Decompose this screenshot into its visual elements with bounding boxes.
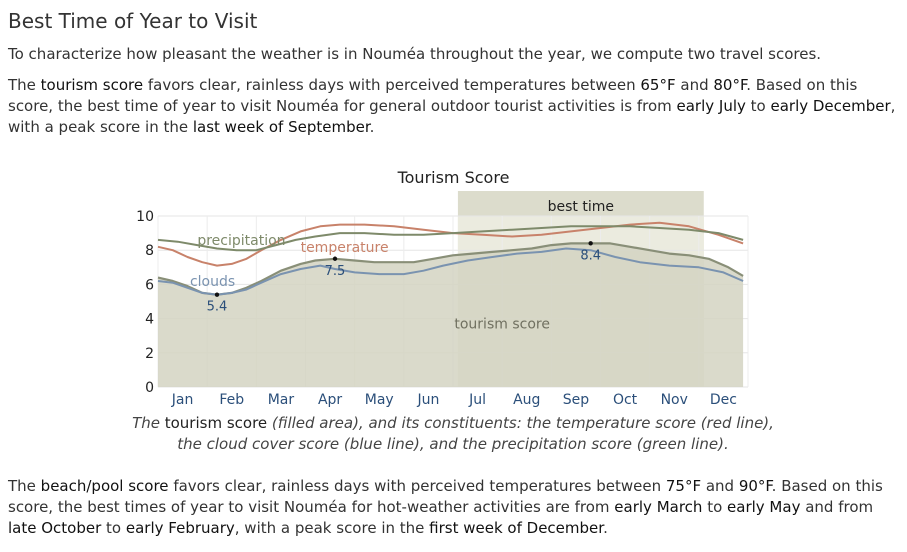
text-span: . Based on this score, the best time of … <box>8 76 858 115</box>
tourism-score-term: tourism score <box>164 414 268 432</box>
peak-marker <box>588 241 593 246</box>
tourism-paragraph: The tourism score favors clear, rainless… <box>8 75 898 138</box>
beach-paragraph: The beach/pool score favors clear, rainl… <box>8 476 898 539</box>
clouds-line <box>157 247 744 296</box>
temp-max-value: 80°F <box>713 76 747 94</box>
text-span: (filled area), and its constituents: the… <box>177 414 774 453</box>
best-end-date: early December <box>770 97 891 115</box>
series-inline-label: tourism score <box>454 317 550 333</box>
text-span: , with a peak score in the <box>8 97 896 136</box>
text-span: to <box>745 97 771 115</box>
text-span: The <box>132 414 165 432</box>
text-span: , with a peak score in the <box>234 519 430 537</box>
temp-max-value: 90°F <box>738 477 772 495</box>
y-tick-label: 2 <box>145 346 154 362</box>
series-inline-label: temperature <box>301 240 389 256</box>
x-tick-label: Jan <box>171 392 194 408</box>
intro-paragraph: To characterize how pleasant the weather… <box>8 45 822 63</box>
text-span: favors clear, rainless days with perceiv… <box>168 477 666 495</box>
y-tick-label: 6 <box>145 277 154 293</box>
peak-date: last week of September <box>192 118 370 136</box>
best-end-date-2: early February <box>125 519 235 537</box>
y-tick-label: 8 <box>145 243 154 259</box>
text-span: to <box>101 519 126 537</box>
precipitation-line <box>157 225 744 252</box>
best-start-date-2: late October <box>8 519 102 537</box>
peak-date: first week of December <box>429 519 604 537</box>
x-tick-label: May <box>365 392 394 408</box>
peak-marker <box>332 256 338 261</box>
y-tick-label: 10 <box>136 209 154 225</box>
text-span: The <box>8 477 41 495</box>
x-tick-label: Jun <box>416 392 439 408</box>
temp-min-value: 65°F <box>640 76 676 94</box>
x-tick-label: Oct <box>613 392 638 408</box>
text-span: . <box>369 118 375 136</box>
text-span: favors clear, rainless days with perceiv… <box>143 76 641 94</box>
y-tick-label: 0 <box>145 380 154 396</box>
series-inline-label: clouds <box>190 274 235 290</box>
tourism-score-term: tourism score <box>40 76 144 94</box>
x-tick-label: Aug <box>513 392 540 408</box>
best-time-label: best time <box>548 199 614 215</box>
x-tick-label: Feb <box>219 392 244 408</box>
y-tick-label: 4 <box>145 312 154 328</box>
text-span: to <box>702 498 728 516</box>
text-span: and <box>701 477 739 495</box>
text-span: and <box>675 76 714 94</box>
x-tick-label: Dec <box>710 392 737 408</box>
x-tick-label: Nov <box>661 392 688 408</box>
data-label: 7.5 <box>325 264 346 279</box>
section-title: Best Time of Year to Visit <box>8 9 258 33</box>
tourism-score-area <box>158 243 744 387</box>
x-tick-label: Mar <box>268 392 295 408</box>
beach-score-term: beach/pool score <box>40 477 169 495</box>
x-tick-label: Sep <box>563 392 590 408</box>
chart-title: Tourism Score <box>397 168 510 187</box>
best-end-date: early May <box>727 498 801 516</box>
peak-marker <box>214 292 220 297</box>
x-tick-label: Jul <box>468 392 486 408</box>
temp-min-value: 75°F <box>665 477 702 495</box>
chart-caption: The tourism score (filled area), and its… <box>130 413 776 455</box>
text-span: and from <box>800 498 874 516</box>
temperature-line <box>157 221 744 267</box>
series-inline-label: precipitation <box>197 233 285 249</box>
text-span: . <box>603 519 608 537</box>
text-span: . Based on this score, the best times of… <box>8 477 883 516</box>
data-label: 5.4 <box>207 300 228 315</box>
data-label: 8.4 <box>580 248 601 263</box>
best-start-date: early July <box>676 97 746 115</box>
text-span: The <box>8 76 41 94</box>
x-tick-label: Apr <box>318 392 342 408</box>
best-start-date: early March <box>614 498 703 516</box>
